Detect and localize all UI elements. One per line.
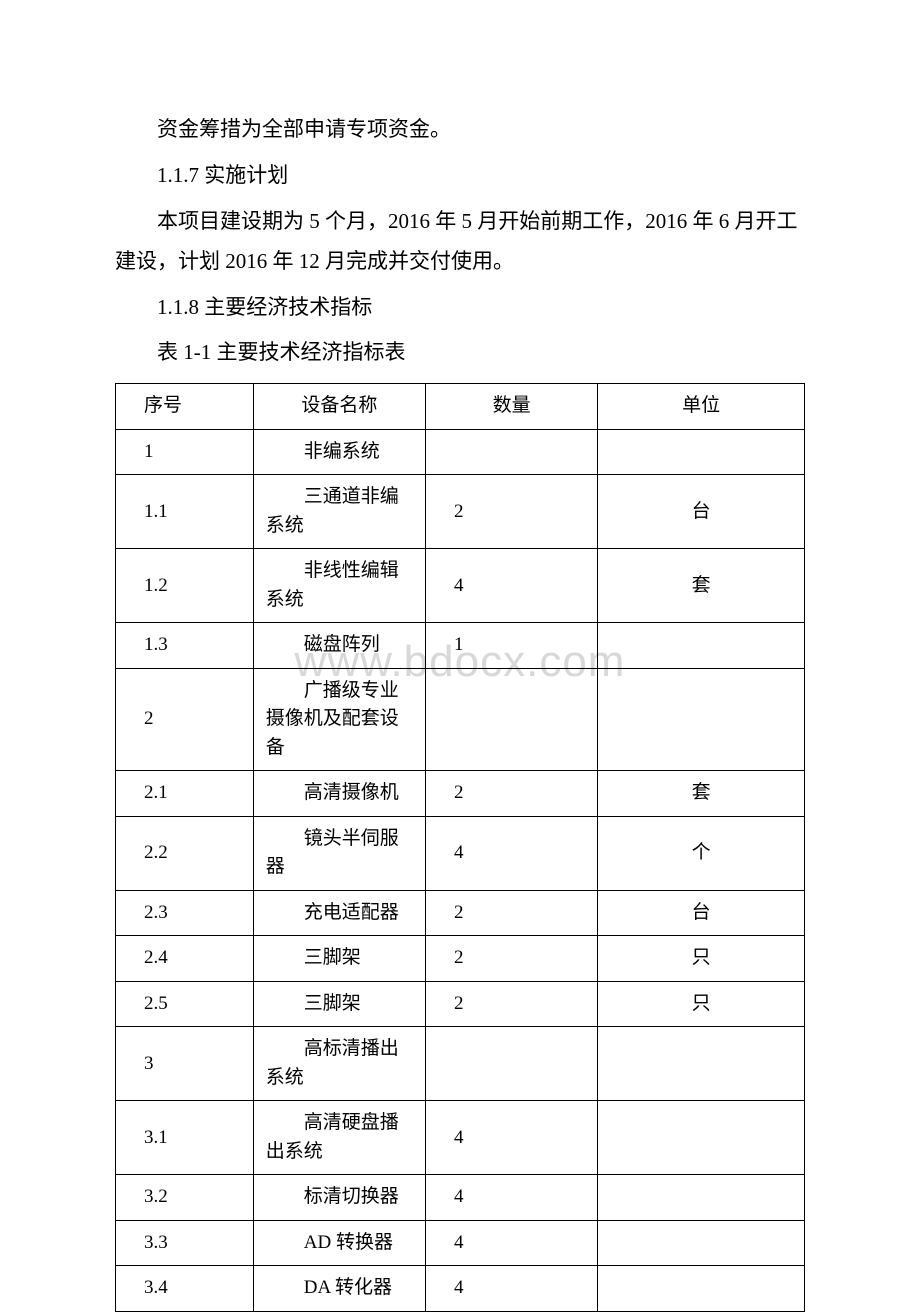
cell-seq: 3.1	[116, 1101, 254, 1175]
cell-name: 三通道非编系统	[253, 475, 425, 549]
cell-qty: 2	[426, 981, 598, 1027]
cell-name: 非编系统	[253, 429, 425, 475]
cell-qty: 2	[426, 890, 598, 936]
cell-unit	[598, 1220, 805, 1266]
section-heading-indicators: 1.1.8 主要经济技术指标	[115, 288, 805, 328]
table-row: 2 广播级专业摄像机及配套设备	[116, 668, 805, 771]
cell-seq: 3	[116, 1027, 254, 1101]
table-row: 2.3 充电适配器 2 台	[116, 890, 805, 936]
table-row: 3.3 AD 转换器 4	[116, 1220, 805, 1266]
table-row: 2.1 高清摄像机 2 套	[116, 771, 805, 817]
table-row: 1.1 三通道非编系统 2 台	[116, 475, 805, 549]
cell-unit: 套	[598, 549, 805, 623]
paragraph-plan: 本项目建设期为 5 个月，2016 年 5 月开始前期工作，2016 年 6 月…	[115, 202, 805, 282]
cell-name: 标清切换器	[253, 1175, 425, 1221]
table-header-row: 序号 设备名称 数量 单位	[116, 384, 805, 430]
cell-seq: 2.3	[116, 890, 254, 936]
cell-unit: 套	[598, 771, 805, 817]
cell-unit	[598, 1101, 805, 1175]
cell-name: 广播级专业摄像机及配套设备	[253, 668, 425, 771]
table-row: 3.1 高清硬盘播出系统 4	[116, 1101, 805, 1175]
table-row: 2.4 三脚架 2 只	[116, 936, 805, 982]
cell-seq: 3.2	[116, 1175, 254, 1221]
cell-seq: 2.2	[116, 816, 254, 890]
table-header-seq: 序号	[116, 384, 254, 430]
cell-unit: 只	[598, 981, 805, 1027]
cell-name: 磁盘阵列	[253, 623, 425, 669]
cell-seq: 1.3	[116, 623, 254, 669]
cell-qty: 4	[426, 1175, 598, 1221]
cell-qty: 4	[426, 549, 598, 623]
cell-qty	[426, 668, 598, 771]
cell-unit: 个	[598, 816, 805, 890]
cell-unit	[598, 623, 805, 669]
cell-unit	[598, 1175, 805, 1221]
cell-name: DA 转化器	[253, 1266, 425, 1312]
table-row: 3 高标清播出系统	[116, 1027, 805, 1101]
cell-unit: 台	[598, 475, 805, 549]
table-header-qty: 数量	[426, 384, 598, 430]
cell-name: 高标清播出系统	[253, 1027, 425, 1101]
paragraph-funding: 资金筹措为全部申请专项资金。	[115, 110, 805, 150]
table-row: 1.3 磁盘阵列 1	[116, 623, 805, 669]
cell-seq: 2.5	[116, 981, 254, 1027]
cell-qty: 1	[426, 623, 598, 669]
cell-seq: 3.3	[116, 1220, 254, 1266]
table-row: 1 非编系统	[116, 429, 805, 475]
cell-name: 三脚架	[253, 981, 425, 1027]
indicators-table: 序号 设备名称 数量 单位 1 非编系统 1.1 三通道非编系统 2 台 1.2…	[115, 383, 805, 1312]
cell-name: 高清摄像机	[253, 771, 425, 817]
table-row: 1.2 非线性编辑系统 4 套	[116, 549, 805, 623]
cell-seq: 2.4	[116, 936, 254, 982]
cell-qty: 4	[426, 1266, 598, 1312]
cell-qty: 4	[426, 816, 598, 890]
cell-seq: 1.2	[116, 549, 254, 623]
cell-name: 充电适配器	[253, 890, 425, 936]
cell-qty	[426, 1027, 598, 1101]
cell-name: 三脚架	[253, 936, 425, 982]
cell-seq: 2.1	[116, 771, 254, 817]
table-row: 3.2 标清切换器 4	[116, 1175, 805, 1221]
cell-seq: 3.4	[116, 1266, 254, 1312]
document-content: 资金筹措为全部申请专项资金。 1.1.7 实施计划 本项目建设期为 5 个月，2…	[115, 110, 805, 1312]
cell-seq: 1.1	[116, 475, 254, 549]
cell-qty: 4	[426, 1101, 598, 1175]
cell-unit: 台	[598, 890, 805, 936]
cell-name: AD 转换器	[253, 1220, 425, 1266]
cell-unit	[598, 668, 805, 771]
cell-qty: 2	[426, 475, 598, 549]
cell-qty: 4	[426, 1220, 598, 1266]
cell-unit	[598, 429, 805, 475]
table-header-unit: 单位	[598, 384, 805, 430]
cell-unit	[598, 1027, 805, 1101]
section-heading-plan: 1.1.7 实施计划	[115, 156, 805, 196]
table-row: 2.2 镜头半伺服器 4 个	[116, 816, 805, 890]
table-row: 2.5 三脚架 2 只	[116, 981, 805, 1027]
table-caption: 表 1-1 主要技术经济指标表	[115, 333, 805, 373]
table-header-name: 设备名称	[253, 384, 425, 430]
cell-unit	[598, 1266, 805, 1312]
cell-unit: 只	[598, 936, 805, 982]
cell-name: 非线性编辑系统	[253, 549, 425, 623]
indicators-table-container: 序号 设备名称 数量 单位 1 非编系统 1.1 三通道非编系统 2 台 1.2…	[115, 383, 805, 1312]
cell-qty	[426, 429, 598, 475]
cell-name: 镜头半伺服器	[253, 816, 425, 890]
cell-seq: 2	[116, 668, 254, 771]
cell-qty: 2	[426, 936, 598, 982]
table-row: 3.4 DA 转化器 4	[116, 1266, 805, 1312]
cell-seq: 1	[116, 429, 254, 475]
cell-qty: 2	[426, 771, 598, 817]
cell-name: 高清硬盘播出系统	[253, 1101, 425, 1175]
